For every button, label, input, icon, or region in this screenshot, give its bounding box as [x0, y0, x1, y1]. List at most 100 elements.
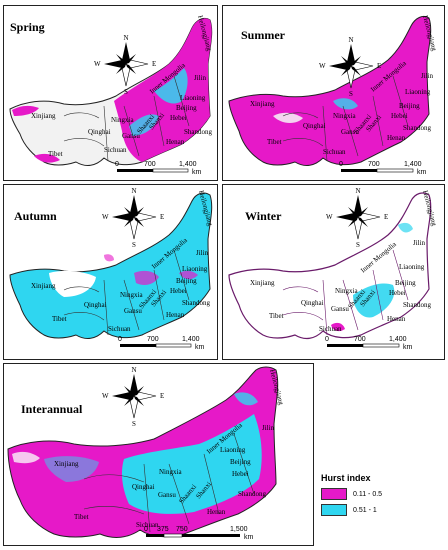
compass-n: N [131, 187, 136, 195]
scale-bar [117, 168, 189, 173]
compass-w: W [102, 392, 109, 400]
label-henan: Henan [166, 311, 185, 319]
legend-item: 0.11 - 0.5 [321, 488, 431, 500]
label-tibet: Tibet [52, 315, 67, 323]
label-qinghai: Qinghai [303, 122, 326, 130]
label-jilin: Jilin [194, 74, 207, 82]
label-jilin: Jilin [413, 239, 426, 247]
scale-label: 700 [354, 336, 366, 343]
label-liaoning: Liaoning [182, 265, 208, 273]
label-xinjiang: Xinjiang [54, 460, 79, 468]
label-xinjiang: Xinjiang [31, 112, 56, 120]
compass: N S E W [102, 187, 164, 249]
scale-label: 700 [368, 161, 380, 168]
legend: Hurst index 0.11 - 0.5 0.51 - 1 [321, 473, 431, 523]
map-panel-spring: N S E W Xinjiang Tibet Qinghai Sichuan G… [3, 5, 218, 181]
compass-e: E [152, 60, 156, 68]
label-shandong: Shandong [403, 124, 432, 132]
label-ningxia: Ningxia [111, 116, 134, 124]
compass-w: W [326, 213, 333, 221]
scale-label: 1,400 [179, 161, 197, 168]
label-gansu: Gansu [341, 128, 359, 136]
panel-title: Summer [241, 28, 285, 42]
compass-n: N [348, 36, 353, 44]
label-beijing: Beijing [230, 458, 251, 466]
label-ningxia: Ningxia [120, 291, 143, 299]
compass-s: S [349, 90, 353, 98]
scale-label: 0 [339, 161, 343, 168]
label-henan: Henan [166, 138, 185, 146]
legend-title: Hurst index [321, 473, 371, 483]
label-tibet: Tibet [267, 138, 282, 146]
compass-e: E [384, 213, 388, 221]
scale-bar [120, 343, 192, 348]
label-hebei: Hebei [170, 114, 187, 122]
label-hebei: Hebei [232, 470, 249, 478]
map-autumn: N S E W Xinjiang Tibet Qinghai Sichuan G… [9, 187, 214, 348]
scale-bar [327, 343, 400, 348]
compass-n: N [123, 34, 128, 42]
compass-s: S [132, 420, 136, 428]
label-gansu: Gansu [122, 132, 140, 140]
label-ningxia: Ningxia [159, 468, 182, 476]
scale-unit: km [403, 344, 413, 351]
map-panel-interannual: N S E W Xinjiang Tibet Qinghai Sichuan G… [3, 363, 314, 546]
compass-e: E [377, 62, 381, 70]
scale-unit: km [244, 534, 254, 541]
legend-swatch [321, 504, 347, 516]
label-qinghai: Qinghai [84, 301, 107, 309]
label-liaoning: Liaoning [399, 263, 425, 271]
compass-n: N [355, 187, 360, 195]
label-tibet: Tibet [74, 513, 89, 521]
panel-title: Spring [10, 20, 45, 34]
compass-w: W [102, 213, 109, 221]
label-beijing: Beijing [399, 102, 420, 110]
compass-e: E [160, 213, 164, 221]
label-shandong: Shandong [238, 490, 267, 498]
label-jilin: Jilin [421, 72, 434, 80]
legend-item: 0.51 - 1 [321, 504, 431, 516]
scale-unit: km [192, 169, 202, 176]
label-liaoning: Liaoning [180, 94, 206, 102]
map-summer: N S E W Xinjiang Tibet Qinghai Sichuan G… [228, 14, 438, 173]
scale-label: 0 [325, 336, 329, 343]
panel-title: Interannual [21, 402, 83, 416]
scale-label: 1,500 [230, 526, 248, 533]
legend-label: 0.51 - 1 [353, 506, 377, 514]
legend-swatch [321, 488, 347, 500]
panel-title: Autumn [14, 209, 57, 223]
label-henan: Henan [387, 134, 406, 142]
scale-bar [341, 168, 414, 173]
compass-n: N [131, 366, 136, 374]
label-beijing: Beijing [176, 104, 197, 112]
label-shandong: Shandong [403, 301, 432, 309]
label-shandong: Shandong [182, 299, 211, 307]
label-henan: Henan [207, 508, 226, 516]
scale-label: 0 [118, 336, 122, 343]
scale-label: 0 [115, 161, 119, 168]
label-hebei: Hebei [170, 287, 187, 295]
scale-label: 375 [157, 526, 169, 533]
label-xinjiang: Xinjiang [250, 279, 275, 287]
scale-label: 750 [176, 526, 188, 533]
compass-s: S [356, 241, 360, 249]
compass: N S E W [94, 34, 156, 96]
scale-label: 1,400 [389, 336, 407, 343]
label-sichuan: Sichuan [108, 325, 131, 333]
compass-s: S [124, 88, 128, 96]
label-ningxia: Ningxia [335, 287, 358, 295]
label-tibet: Tibet [269, 312, 284, 320]
label-sichuan: Sichuan [104, 146, 127, 154]
label-qinghai: Qinghai [301, 299, 324, 307]
compass: N S E W [326, 187, 388, 249]
map-panel-summer: N S E W Xinjiang Tibet Qinghai Sichuan G… [222, 5, 445, 181]
label-sichuan: Sichuan [319, 325, 342, 333]
map-spring: N S E W Xinjiang Tibet Qinghai Sichuan G… [9, 14, 213, 173]
label-beijing: Beijing [395, 279, 416, 287]
label-hebei: Hebei [389, 289, 406, 297]
label-henan: Henan [387, 315, 406, 323]
label-qinghai: Qinghai [132, 483, 155, 491]
panel-title: Winter [245, 209, 282, 223]
label-xinjiang: Xinjiang [31, 282, 56, 290]
scale-label: 1,400 [182, 336, 200, 343]
